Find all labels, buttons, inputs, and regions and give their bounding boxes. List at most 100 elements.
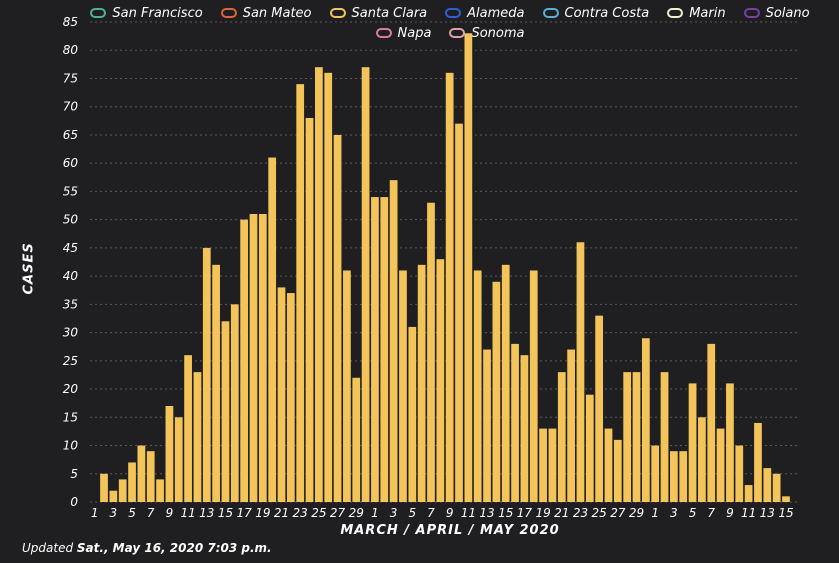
legend-item-solano[interactable]: Solano (743, 4, 810, 22)
legend-item-sonoma[interactable]: Sonoma (449, 24, 524, 42)
bar-apr-11[interactable] (473, 270, 482, 502)
legend-item-san-francisco[interactable]: San Francisco (90, 4, 203, 22)
y-tick-label: 0 (70, 495, 78, 509)
bar-mar-17[interactable] (240, 219, 249, 502)
x-tick-label: 9 (446, 506, 454, 520)
bar-mar-24[interactable] (305, 118, 314, 502)
bar-apr-18[interactable] (539, 428, 547, 502)
x-tick-label: 13 (199, 506, 214, 520)
bar-mar-20[interactable] (268, 157, 277, 502)
bar-may-1[interactable] (660, 372, 669, 502)
bar-apr-15[interactable] (511, 343, 519, 502)
legend-item-santa-clara[interactable]: Santa Clara (329, 4, 427, 22)
legend-label: Alameda (467, 5, 525, 21)
bar-mar-16[interactable] (230, 304, 239, 502)
bar-apr-7[interactable] (436, 259, 445, 502)
bar-apr-28[interactable] (632, 372, 641, 502)
bar-apr-26[interactable] (613, 439, 622, 502)
bar-apr-30[interactable] (651, 445, 660, 502)
legend-label: San Francisco (112, 5, 203, 21)
bar-apr-20[interactable] (557, 372, 566, 502)
bar-apr-6[interactable] (427, 202, 435, 503)
bar-may-10[interactable] (744, 485, 753, 502)
bar-apr-25[interactable] (604, 428, 613, 502)
bar-apr-4[interactable] (408, 326, 417, 502)
bar-apr-22[interactable] (576, 242, 585, 502)
bar-apr-23[interactable] (585, 394, 594, 502)
bar-apr-3[interactable] (399, 270, 407, 502)
bar-may-13[interactable] (772, 473, 781, 502)
bar-apr-9[interactable] (455, 123, 463, 502)
legend-item-marin[interactable]: Marin (667, 4, 726, 22)
bar-may-14[interactable] (782, 496, 790, 502)
legend-item-alameda[interactable]: Alameda (445, 4, 525, 22)
bar-mar-9[interactable] (165, 406, 174, 502)
x-tick-label: 29 (629, 506, 644, 520)
bar-apr-17[interactable] (529, 270, 538, 502)
bar-apr-21[interactable] (567, 349, 575, 502)
bar-apr-8[interactable] (445, 72, 454, 502)
legend-item-napa[interactable]: Napa (375, 24, 431, 42)
bar-mar-28[interactable] (343, 270, 351, 502)
bar-apr-16[interactable] (520, 355, 529, 502)
bar-apr-2[interactable] (389, 180, 398, 502)
bar-apr-5[interactable] (417, 264, 426, 502)
bar-mar-5[interactable] (128, 462, 136, 502)
bar-may-12[interactable] (763, 468, 772, 502)
bar-mar-31[interactable] (371, 197, 379, 502)
bar-mar-12[interactable] (193, 372, 202, 502)
legend-label: Contra Costa (564, 5, 650, 21)
bar-mar-21[interactable] (277, 287, 286, 502)
legend-swatch (667, 8, 684, 18)
bar-may-6[interactable] (707, 343, 716, 502)
bar-may-11[interactable] (754, 422, 762, 502)
bar-apr-1[interactable] (380, 197, 389, 502)
bar-mar-8[interactable] (156, 479, 164, 502)
bar-may-8[interactable] (726, 383, 734, 502)
bar-apr-10[interactable] (464, 33, 473, 502)
bar-apr-19[interactable] (548, 428, 557, 502)
bar-mar-27[interactable] (333, 134, 342, 503)
bar-mar-10[interactable] (174, 417, 183, 502)
bar-may-7[interactable] (716, 428, 725, 502)
bar-mar-2[interactable] (100, 473, 108, 502)
updated-prefix: Updated (22, 541, 74, 555)
bar-mar-7[interactable] (146, 451, 155, 502)
bar-mar-19[interactable] (258, 214, 267, 502)
bar-mar-26[interactable] (324, 72, 333, 502)
bar-may-5[interactable] (698, 417, 706, 502)
x-tick-label: 25 (311, 506, 326, 520)
bar-mar-14[interactable] (212, 264, 220, 502)
bar-apr-12[interactable] (483, 349, 491, 502)
bar-apr-13[interactable] (492, 281, 501, 502)
bar-mar-15[interactable] (221, 321, 230, 502)
legend-item-contra-costa[interactable]: Contra Costa (542, 4, 650, 22)
bar-mar-11[interactable] (184, 355, 192, 502)
bar-apr-24[interactable] (595, 315, 604, 502)
bar-may-2[interactable] (670, 451, 678, 502)
bar-mar-4[interactable] (118, 479, 127, 502)
x-tick-label: 21 (274, 506, 289, 520)
bar-mar-29[interactable] (352, 377, 361, 502)
bar-mar-25[interactable] (315, 67, 323, 503)
x-tick-label: 25 (592, 506, 607, 520)
x-tick-label: 13 (479, 506, 494, 520)
bar-may-9[interactable] (735, 445, 744, 502)
bar-apr-29[interactable] (641, 338, 650, 502)
bar-mar-30[interactable] (361, 67, 370, 503)
bar-mar-23[interactable] (296, 84, 305, 502)
bar-mar-18[interactable] (249, 214, 258, 502)
legend-item-san-mateo[interactable]: San Mateo (220, 4, 312, 22)
y-tick-label: 80 (63, 43, 79, 57)
bar-may-3[interactable] (679, 451, 688, 502)
bar-may-4[interactable] (688, 383, 697, 502)
y-tick-label: 45 (63, 241, 78, 255)
bar-apr-14[interactable] (501, 264, 510, 502)
bar-mar-6[interactable] (137, 445, 146, 502)
bar-mar-22[interactable] (286, 293, 295, 502)
x-tick-label: 9 (726, 506, 734, 520)
bar-apr-27[interactable] (623, 372, 632, 502)
bar-mar-3[interactable] (109, 490, 118, 502)
bar-mar-13[interactable] (202, 247, 211, 502)
